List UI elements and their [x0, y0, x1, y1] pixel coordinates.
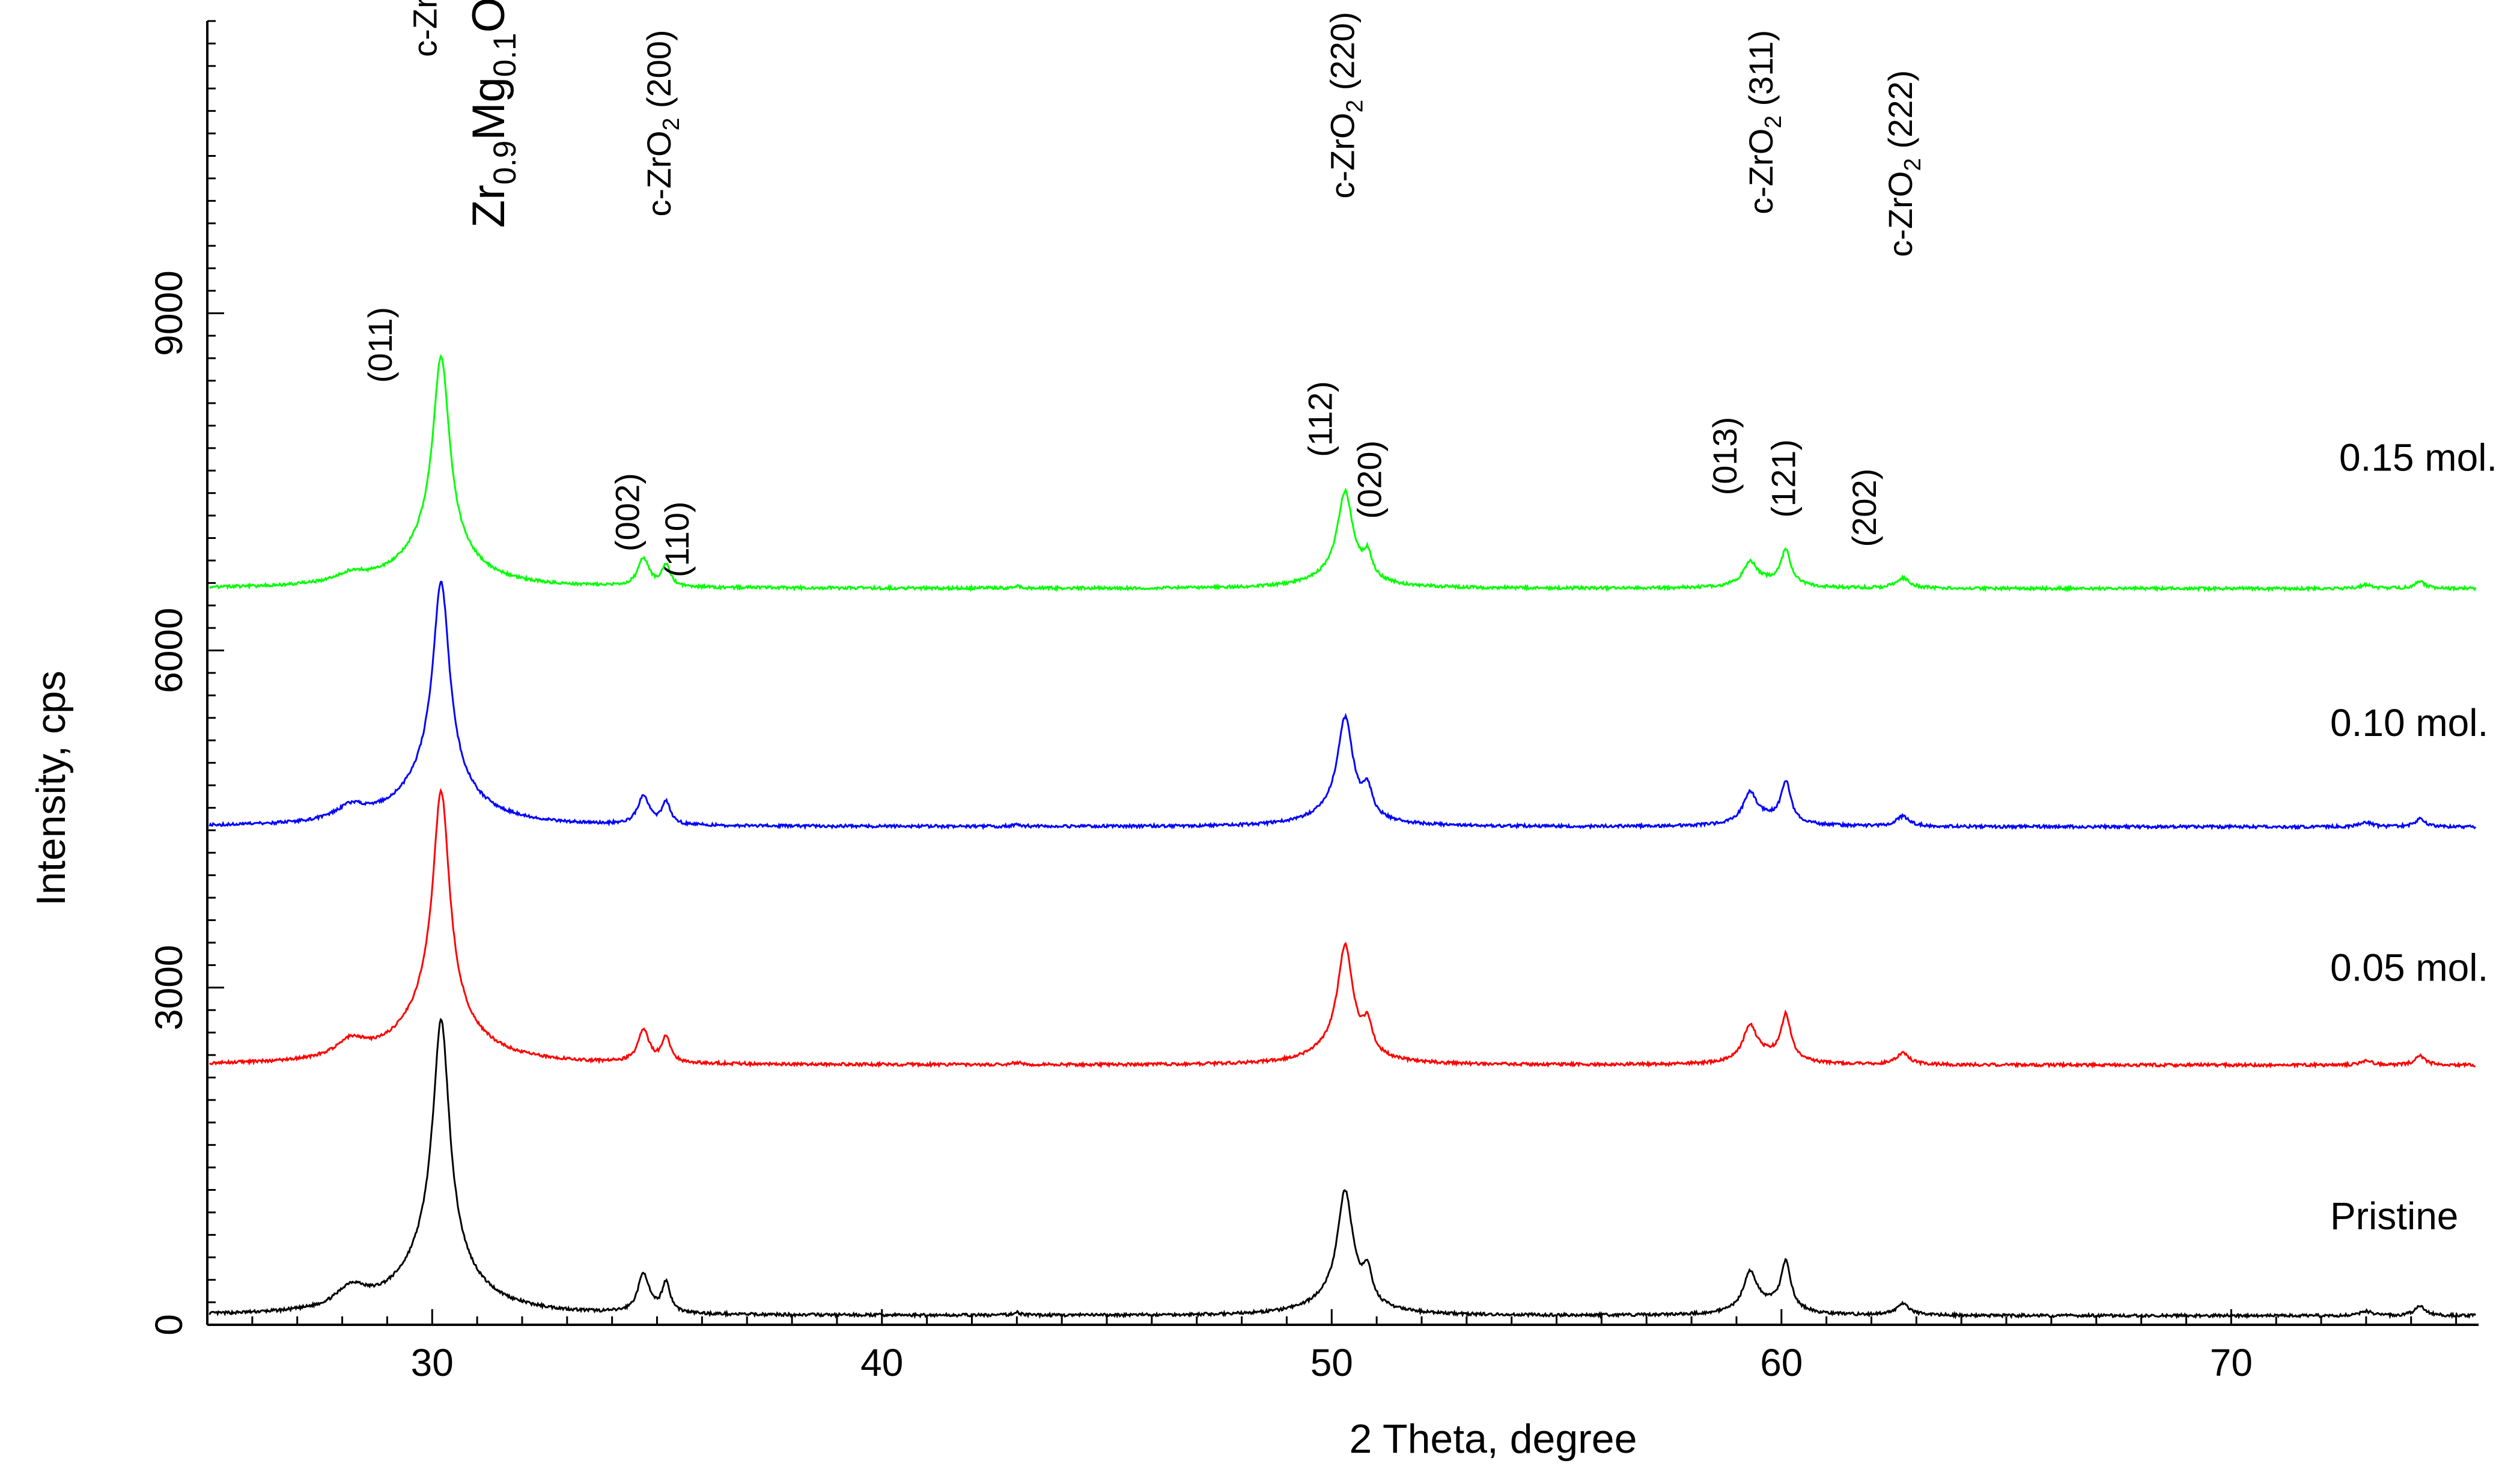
annotation-part: (110): [658, 501, 696, 577]
x-tick-label: 70: [2210, 1341, 2253, 1384]
y-axis-title: Intensity, cps: [28, 671, 74, 906]
series-label-3: 0.10 mol. %: [2330, 701, 2499, 744]
annotation-part: 2: [1900, 158, 1926, 171]
x-tick-label: 60: [1760, 1341, 1803, 1384]
peak-annotation-7: (112): [1301, 381, 1339, 457]
annotation-part: (002): [609, 473, 647, 552]
series-label-4: 0.15 mol. %: [2339, 436, 2499, 479]
annotation-layer: Zr0.9Mg0.1O2(011)c-ZrO2 (111)(002)c-ZrO2…: [361, 0, 1926, 577]
annotation-part: c-ZrO: [1881, 171, 1919, 257]
series-label-1: Pristine: [2330, 1194, 2458, 1238]
annotation-part: (011): [361, 307, 399, 383]
y-tick-label: 6000: [147, 607, 190, 693]
annotation-part: (200): [640, 29, 678, 117]
series-line-3: [209, 580, 2476, 831]
series-line-1: [209, 1018, 2477, 1320]
x-tick-label: 40: [860, 1341, 903, 1384]
label-layer: 2 Theta, degree Intensity, cps Pristine 0…: [28, 436, 2499, 1462]
annotation-part: (112): [1301, 381, 1339, 457]
peak-annotation-11: c-ZrO2 (311): [1742, 30, 1786, 214]
annotation-part: 2: [659, 118, 684, 131]
peak-annotation-2: (011): [361, 307, 399, 383]
series-label-2: 0.05 mol. %: [2330, 946, 2499, 990]
annotation-part: (311): [1742, 30, 1780, 115]
annotation-part: 2: [1761, 115, 1786, 129]
y-tick-label: 3000: [147, 945, 190, 1030]
annotation-part: c-ZrO: [1742, 129, 1780, 214]
annotation-part: Mg: [463, 77, 514, 141]
annotation-part: c-ZrO: [1324, 113, 1362, 199]
annotation-part: (020): [1351, 440, 1389, 519]
y-tick-label: 9000: [147, 270, 190, 356]
peak-annotation-14: c-ZrO2 (222): [1881, 70, 1926, 257]
annotation-part: (220): [1324, 12, 1362, 100]
peak-annotation-5: c-ZrO2 (200): [640, 29, 684, 216]
annotation-part: O: [463, 0, 514, 33]
x-axis-title: 2 Theta, degree: [1350, 1416, 1637, 1462]
series-line-4: [209, 354, 2477, 593]
annotation-part: (222): [1881, 70, 1919, 158]
x-tick-label: 30: [411, 1341, 454, 1384]
annotation-part: 0.1: [487, 33, 523, 78]
annotation-part: c-ZrO: [640, 130, 678, 216]
peak-annotation-8: c-ZrO2 (220): [1324, 12, 1368, 199]
peak-annotation-12: (121): [1764, 439, 1802, 518]
peak-annotation-13: (202): [1845, 469, 1883, 547]
peak-annotation-3: c-ZrO2 (111): [406, 0, 451, 57]
annotation-part: (013): [1706, 417, 1744, 496]
axes-layer: 30 40 50 60 70 0 3000 6000 9000: [147, 20, 2479, 1384]
annotation-part: 2: [1342, 100, 1368, 113]
series-layer: [209, 354, 2477, 1320]
y-tick-label: 0: [147, 1314, 190, 1336]
peak-annotation-1: Zr0.9Mg0.1O2: [463, 0, 523, 228]
peak-annotation-10: (013): [1706, 417, 1744, 496]
annotation-part: c-ZrO: [406, 0, 444, 57]
peak-annotation-6: (110): [658, 501, 696, 577]
series-line-2: [209, 788, 2476, 1069]
annotation-part: Zr: [463, 184, 514, 228]
x-tick-label: 50: [1310, 1341, 1353, 1384]
annotation-part: (121): [1764, 439, 1802, 518]
annotation-part: 0.9: [487, 141, 523, 185]
annotation-part: (202): [1845, 469, 1883, 547]
peak-annotation-4: (002): [609, 473, 647, 552]
peak-annotation-9: (020): [1351, 440, 1389, 519]
